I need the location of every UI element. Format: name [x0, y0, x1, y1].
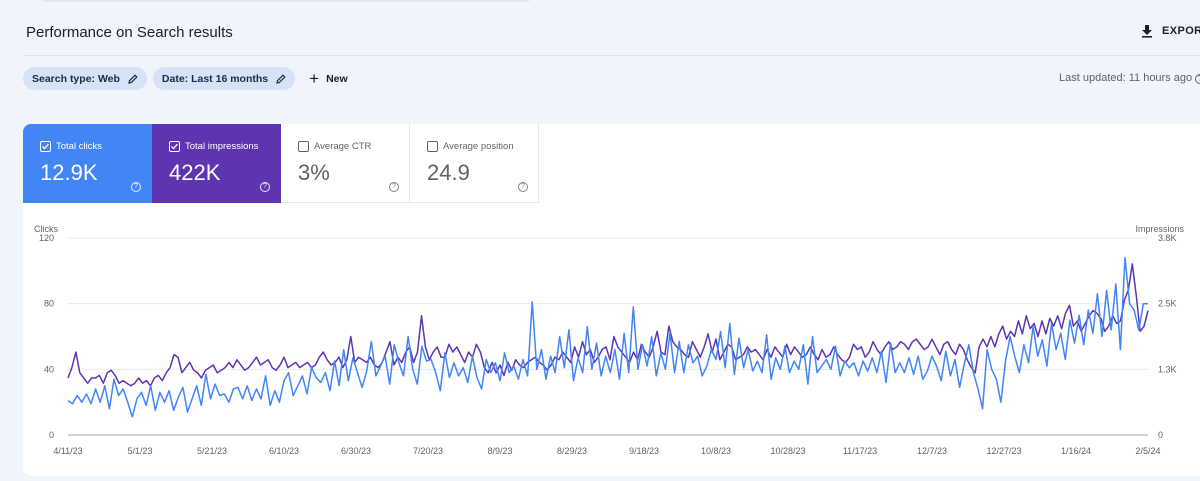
help-icon[interactable]: ? — [131, 182, 141, 192]
edit-pencil-icon — [128, 73, 138, 84]
help-icon[interactable]: ? — [1195, 74, 1200, 84]
x-tick-label: 8/9/23 — [487, 446, 512, 456]
series-line-impressions — [67, 263, 1149, 387]
series-line-clicks — [67, 256, 1148, 418]
last-updated-label: Last updated: 11 hours ago — [1059, 72, 1193, 84]
performance-card: Total clicks 12.9K ? Total impressions 4… — [23, 124, 1200, 476]
last-updated-text: Last updated: 11 hours ago? — [1059, 72, 1200, 84]
metric-tile-total-impressions[interactable]: Total impressions 422K ? — [152, 124, 281, 203]
search-type-filter-chip[interactable]: Search type: Web — [23, 67, 147, 90]
x-tick-label: 5/21/23 — [197, 446, 227, 456]
y-axis-left-title: Clicks — [34, 224, 58, 234]
page-title: Performance on Search results — [26, 24, 233, 41]
header-divider — [24, 55, 1200, 56]
checkbox-unchecked-icon — [427, 141, 438, 152]
x-tick-label: 11/17/23 — [843, 446, 877, 456]
x-tick-label: 5/1/23 — [127, 446, 152, 456]
y-left-tick-label: 120 — [39, 233, 54, 243]
x-tick-label: 9/18/23 — [629, 446, 659, 456]
x-tick-label: 6/10/23 — [269, 446, 299, 456]
help-icon[interactable]: ? — [518, 182, 528, 192]
plus-icon: + — [309, 69, 320, 88]
new-filter-button[interactable]: + New — [301, 67, 356, 90]
date-filter-label: Date: Last 16 months — [161, 72, 269, 85]
y-right-tick-label: 2.5K — [1158, 299, 1177, 309]
filter-bar: Search type: Web Date: Last 16 months + … — [23, 67, 356, 90]
x-tick-label: 6/30/23 — [341, 446, 371, 456]
new-filter-label: New — [326, 72, 348, 85]
performance-chart[interactable]: Clicks Impressions 0 0 40 1.3K 80 2.5K 120 3.8K 4/… — [23, 124, 1200, 476]
metric-tile-total-clicks[interactable]: Total clicks 12.9K ? — [23, 124, 152, 203]
x-tick-label: 7/20/23 — [413, 446, 443, 456]
metric-tiles: Total clicks 12.9K ? Total impressions 4… — [23, 124, 539, 203]
x-tick-label: 12/27/23 — [986, 446, 1021, 456]
metric-label: Average position — [443, 141, 514, 152]
metric-label: Total clicks — [56, 141, 102, 152]
y-left-tick-label: 0 — [49, 430, 54, 440]
checkbox-unchecked-icon — [298, 141, 309, 152]
top-search-bar — [40, 0, 532, 2]
x-tick-label: 1/16/24 — [1061, 446, 1091, 456]
download-icon — [1142, 25, 1152, 38]
metric-label: Total impressions — [185, 141, 259, 152]
export-button[interactable]: EXPORT — [1140, 24, 1200, 38]
metric-tile-average-position[interactable]: Average position 24.9 ? — [410, 124, 539, 203]
edit-pencil-icon — [276, 73, 286, 84]
export-label: EXPORT — [1162, 25, 1200, 37]
x-tick-label: 4/11/23 — [53, 446, 82, 456]
x-tick-label: 10/28/23 — [770, 446, 805, 456]
metric-value: 24.9 — [427, 160, 470, 185]
x-tick-label: 8/29/23 — [557, 446, 587, 456]
y-axis-right-title: Impressions — [1135, 224, 1184, 234]
help-icon[interactable]: ? — [389, 182, 399, 192]
search-type-filter-label: Search type: Web — [32, 72, 120, 85]
x-tick-label: 12/7/23 — [917, 446, 947, 456]
y-right-tick-label: 3.8K — [1158, 233, 1177, 243]
x-tick-label: 2/5/24 — [1135, 446, 1160, 456]
y-left-tick-label: 40 — [44, 364, 54, 374]
y-right-tick-label: 1.3K — [1158, 364, 1177, 374]
metric-value: 12.9K — [40, 160, 98, 185]
metric-tile-average-ctr[interactable]: Average CTR 3% ? — [281, 124, 410, 203]
date-filter-chip[interactable]: Date: Last 16 months — [152, 67, 296, 90]
y-right-tick-label: 0 — [1158, 430, 1163, 440]
metric-value: 422K — [169, 160, 221, 185]
metric-label: Average CTR — [314, 141, 372, 152]
x-tick-label: 10/8/23 — [701, 446, 731, 456]
metric-value: 3% — [298, 160, 330, 185]
checkbox-checked-icon — [40, 141, 51, 152]
help-icon[interactable]: ? — [260, 182, 270, 192]
y-left-tick-label: 80 — [44, 299, 54, 309]
checkbox-checked-icon — [169, 141, 180, 152]
